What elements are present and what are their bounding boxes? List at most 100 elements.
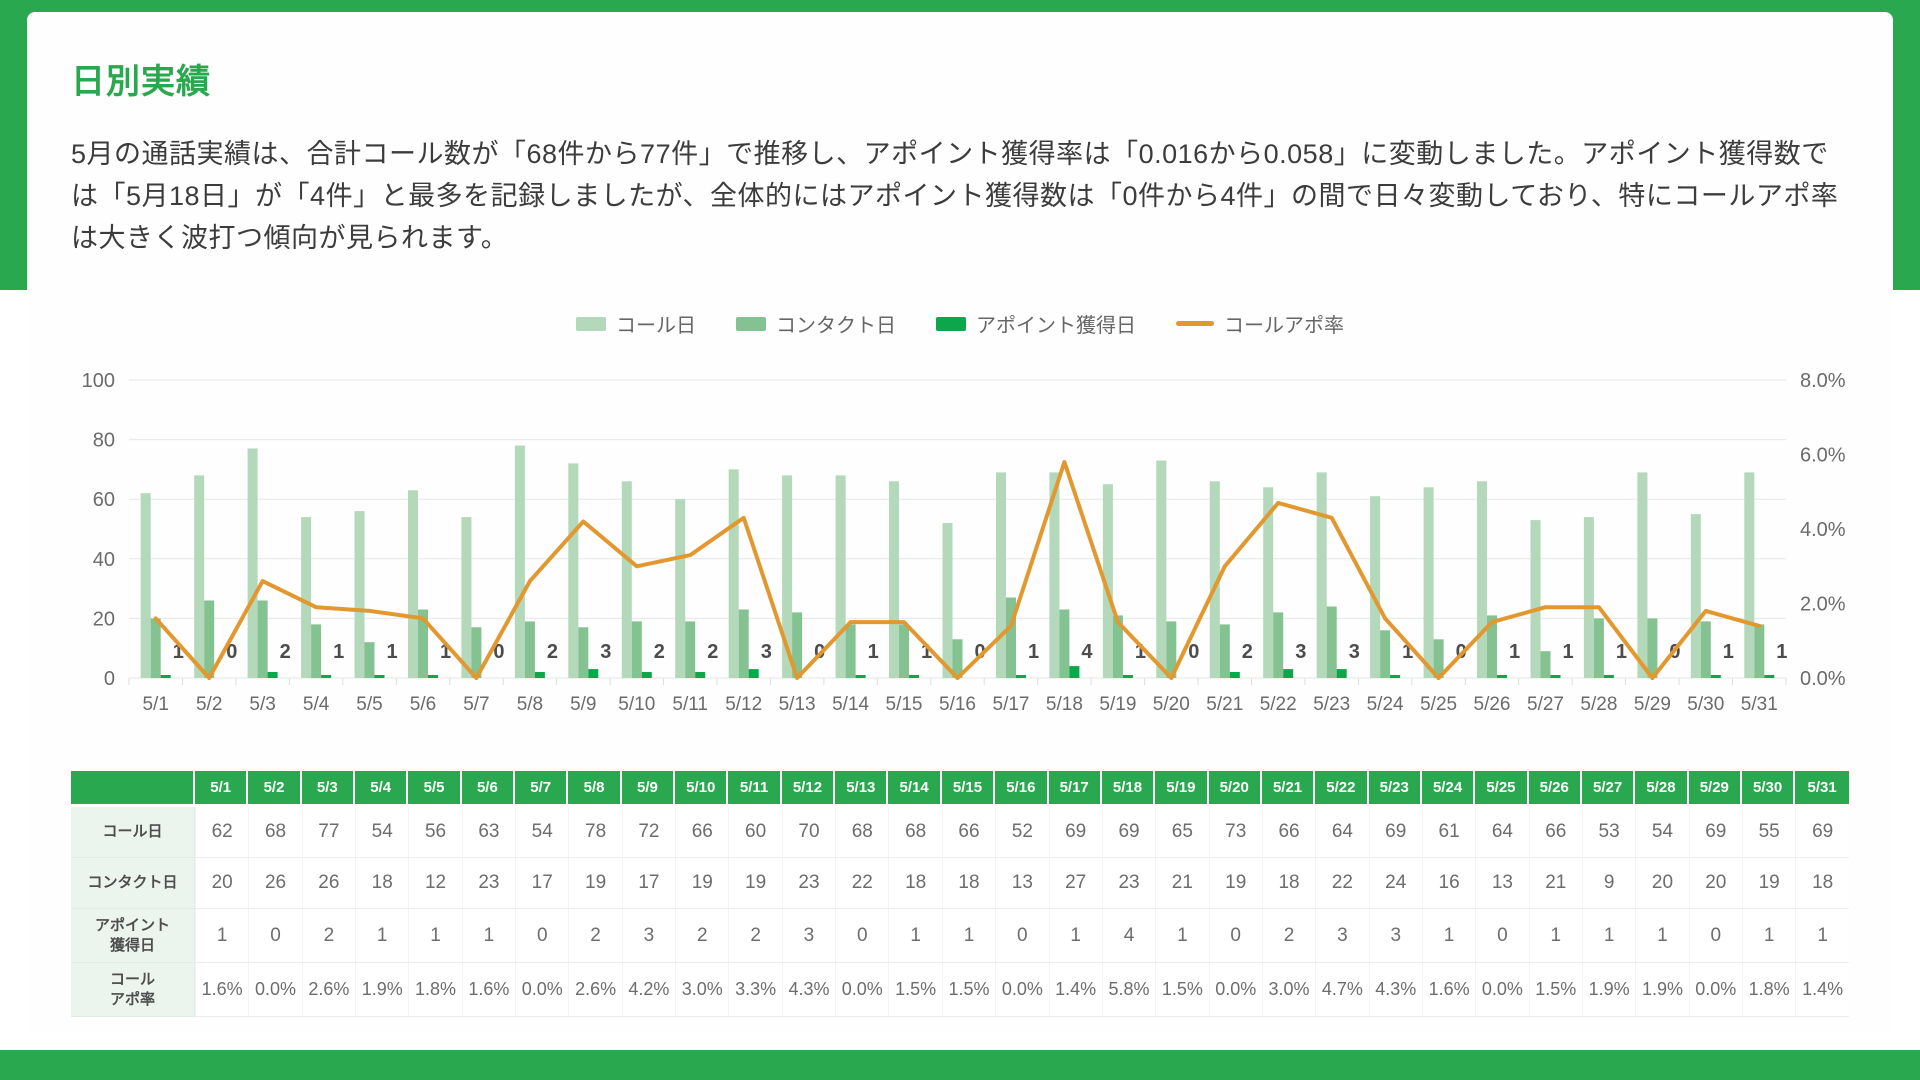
value-cell: 22 xyxy=(1315,858,1369,909)
appointment-count-label: 0 xyxy=(493,641,504,663)
row-label-cell: アポイント 獲得日 xyxy=(71,909,195,963)
value-cell: 3.0% xyxy=(1261,963,1316,1017)
bar-appointment xyxy=(1710,675,1721,678)
appointment-count-label: 1 xyxy=(1509,641,1520,663)
bar-call xyxy=(1209,481,1220,678)
bar-appointment xyxy=(641,672,652,678)
value-cell: 68 xyxy=(248,807,302,858)
value-cell: 1.5% xyxy=(888,963,942,1017)
value-cell: 2 xyxy=(568,909,622,963)
page-title: 日別実績 xyxy=(71,63,211,101)
value-cell: 0.0% xyxy=(995,963,1049,1017)
value-cell: 3 xyxy=(1315,909,1369,963)
value-cell: 70 xyxy=(781,807,836,858)
table-header-row: 5/1 5/2 5/3 5/4 5/5 5/6 5/7 5/8 5/9 5/10 5/11 5/12 5… xyxy=(71,771,1849,807)
table-corner-cell xyxy=(71,771,195,807)
bar-call xyxy=(675,499,686,678)
value-cell: 1 xyxy=(355,909,409,963)
bar-appointment xyxy=(1603,675,1614,678)
value-cell: 66 xyxy=(941,807,996,858)
bar-call xyxy=(621,481,632,678)
x-axis-label: 5/19 xyxy=(1099,694,1136,715)
x-axis-label: 5/10 xyxy=(618,694,655,715)
table-row-call: コール日 62 68 77 54 56 63 54 78 72 66 60 70 68 68 66 52 69 69… xyxy=(71,807,1849,858)
bar-call xyxy=(1583,517,1594,678)
value-cell: 72 xyxy=(621,807,676,858)
value-cell: 68 xyxy=(888,807,942,858)
value-cell: 54 xyxy=(355,807,409,858)
value-cell: 0.0% xyxy=(515,963,569,1017)
bar-contact xyxy=(364,642,375,678)
x-axis-label: 5/8 xyxy=(517,694,543,715)
value-cell: 1 xyxy=(1635,909,1689,963)
value-cell: 19 xyxy=(568,858,622,909)
value-cell: 1 xyxy=(1048,909,1102,963)
date-header-cell: 5/18 xyxy=(1101,771,1156,807)
row-label-cell: コンタクト日 xyxy=(71,858,195,909)
value-cell: 1.8% xyxy=(408,963,462,1017)
value-cell: 69 xyxy=(1368,807,1422,858)
date-header-cell: 5/19 xyxy=(1155,771,1209,807)
bar-appointment xyxy=(1122,675,1133,678)
left-axis-tick: 80 xyxy=(93,430,115,452)
bar-contact xyxy=(1380,630,1391,678)
table-row-contact: コンタクト日 20 26 26 18 12 23 17 19 17 19 19 23 22 18 18 13 27… xyxy=(71,858,1849,909)
appointment-count-label: 1 xyxy=(387,641,398,663)
date-header-cell: 5/29 xyxy=(1688,771,1742,807)
value-cell: 1 xyxy=(1795,909,1849,963)
value-cell: 17 xyxy=(515,858,569,909)
value-cell: 20 xyxy=(195,858,249,909)
value-cell: 2 xyxy=(301,909,356,963)
bar-call xyxy=(1744,472,1755,678)
bar-call xyxy=(1423,487,1434,678)
x-axis-label: 5/2 xyxy=(196,694,222,715)
date-header-cell: 5/22 xyxy=(1315,771,1369,807)
value-cell: 3 xyxy=(1368,909,1422,963)
date-header-cell: 5/12 xyxy=(781,771,836,807)
rate-line xyxy=(153,460,1762,680)
date-header-cell: 5/30 xyxy=(1741,771,1796,807)
legend-swatch-contact xyxy=(736,316,766,331)
bar-call xyxy=(1156,460,1167,678)
value-cell: 20 xyxy=(1688,858,1742,909)
x-axis-label: 5/9 xyxy=(570,694,596,715)
bar-call xyxy=(194,475,205,678)
left-axis-tick: 40 xyxy=(93,549,115,571)
table-row-rate: コール アポ率 1.6% 0.0% 2.6% 1.9% 1.8% 1.6% 0.0% 2.6% 4… xyxy=(71,963,1849,1017)
bar-call xyxy=(1477,481,1487,678)
bar-contact xyxy=(738,609,749,678)
value-cell: 64 xyxy=(1315,807,1369,858)
x-axis-label: 5/20 xyxy=(1153,694,1190,715)
bar-appointment xyxy=(1336,669,1347,678)
date-header-cell: 5/9 xyxy=(621,771,676,807)
x-axis-label: 5/11 xyxy=(672,694,708,715)
bar-appointment xyxy=(374,675,385,678)
value-cell: 1 xyxy=(941,909,996,963)
value-cell: 18 xyxy=(1795,858,1849,909)
appointment-count-label: 2 xyxy=(707,641,718,663)
date-header-cell: 5/6 xyxy=(461,771,516,807)
legend-item-appointment: アポイント獲得日 xyxy=(936,309,1136,338)
value-cell: 1 xyxy=(1155,909,1209,963)
appointment-count-label: 3 xyxy=(1349,641,1360,663)
value-cell: 1.9% xyxy=(1581,963,1636,1017)
x-axis-label: 5/26 xyxy=(1474,694,1511,715)
value-cell: 23 xyxy=(781,858,836,909)
legend-swatch-call xyxy=(576,316,606,331)
date-header-cell: 5/24 xyxy=(1421,771,1476,807)
bar-contact xyxy=(631,621,642,678)
bar-contact xyxy=(685,621,696,678)
right-axis-tick: 0.0% xyxy=(1800,668,1846,690)
left-axis-tick: 60 xyxy=(93,489,115,511)
bar-call xyxy=(247,448,258,678)
appointment-count-label: 1 xyxy=(1776,641,1787,663)
bar-contact xyxy=(899,624,909,678)
value-cell: 1.5% xyxy=(1155,963,1209,1017)
bar-call xyxy=(1530,520,1541,678)
bar-call xyxy=(835,475,846,678)
bar-call xyxy=(140,493,151,678)
bar-appointment xyxy=(267,672,278,678)
value-cell: 54 xyxy=(515,807,569,858)
bar-call xyxy=(889,481,899,678)
bar-appointment xyxy=(1764,675,1775,678)
